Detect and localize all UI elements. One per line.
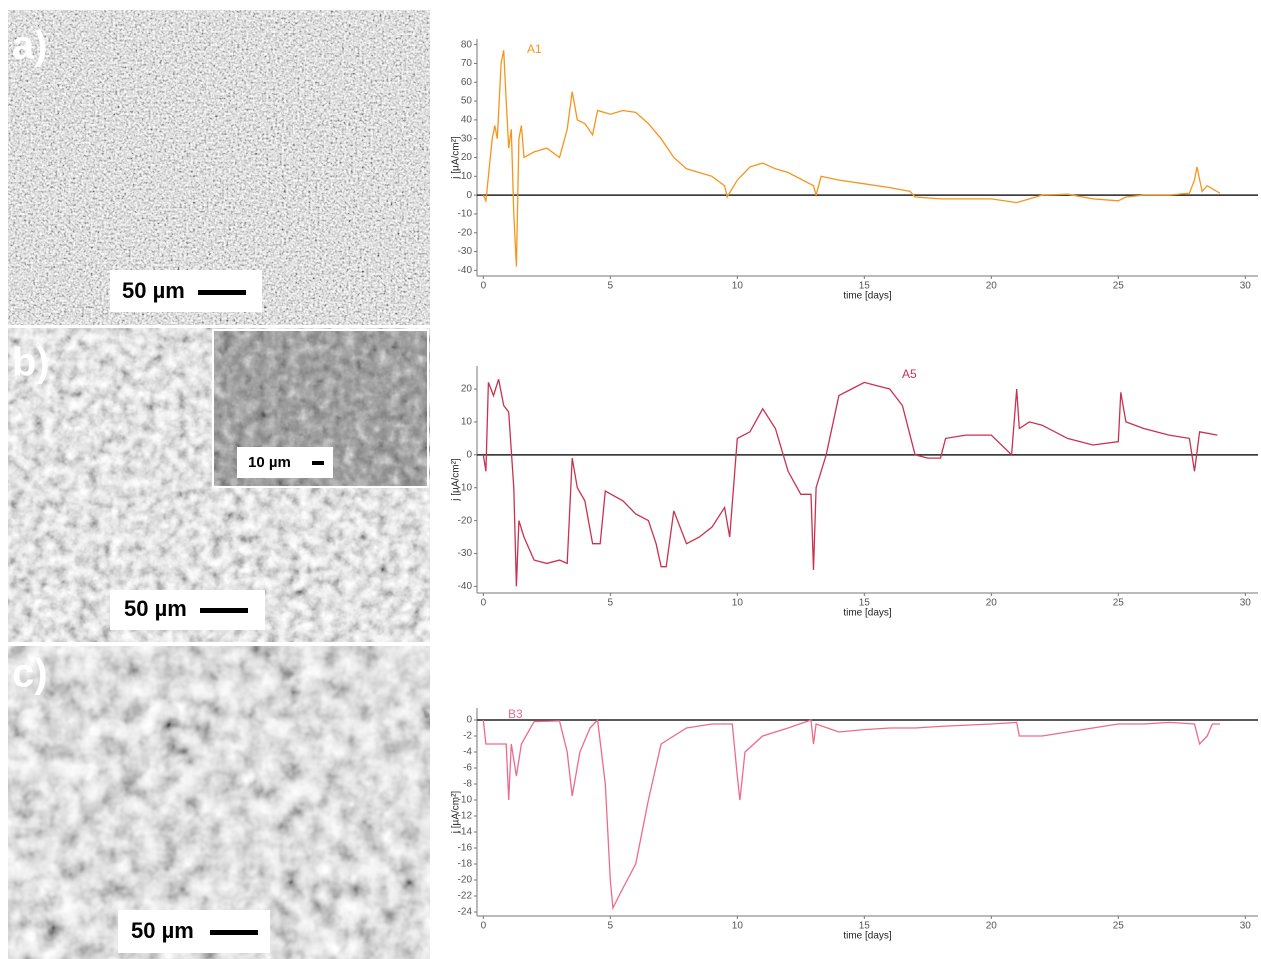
x-tick-label: 30 xyxy=(1240,921,1252,932)
scale-bar xyxy=(312,461,324,465)
y-tick-label: 70 xyxy=(461,58,473,69)
x-tick-label: 5 xyxy=(608,921,614,932)
x-tick-label: 20 xyxy=(986,921,998,932)
x-tick-label: 30 xyxy=(1240,598,1252,609)
y-tick-label: -8 xyxy=(463,779,472,790)
y-tick-label: -20 xyxy=(458,515,473,526)
x-tick-label: 0 xyxy=(481,921,487,932)
series-label: B3 xyxy=(508,707,523,721)
figure: a) b) c) 50 µm 50 µm 10 µm 50 µm -40-30-… xyxy=(0,0,1261,959)
panel-label: b) xyxy=(12,341,50,385)
x-axis-label: time [days] xyxy=(843,931,892,942)
y-tick-label: -40 xyxy=(458,581,473,592)
x-tick-label: 0 xyxy=(481,598,487,609)
y-tick-label: -18 xyxy=(458,859,473,870)
y-tick-label: 30 xyxy=(461,133,473,144)
y-axis-label: j [µA/cm²] xyxy=(451,791,462,835)
series-label: A5 xyxy=(902,367,917,381)
y-tick-label: -10 xyxy=(458,209,473,220)
series-label: A1 xyxy=(527,42,542,56)
scale-bar xyxy=(198,290,246,295)
x-axis-label: time [days] xyxy=(843,291,892,302)
y-tick-label: -2 xyxy=(463,731,472,742)
y-tick-label: -20 xyxy=(458,875,473,886)
x-tick-label: 20 xyxy=(986,598,998,609)
x-tick-label: 30 xyxy=(1240,281,1252,292)
y-tick-label: 40 xyxy=(461,115,473,126)
x-tick-label: 25 xyxy=(1113,598,1125,609)
data-line xyxy=(483,50,1220,266)
y-tick-label: 50 xyxy=(461,96,473,107)
x-axis-label: time [days] xyxy=(843,608,892,619)
panel-label: a) xyxy=(12,24,48,68)
x-tick-label: 20 xyxy=(986,281,998,292)
x-tick-label: 25 xyxy=(1113,921,1125,932)
x-tick-label: 10 xyxy=(732,281,744,292)
y-tick-label: 10 xyxy=(461,417,473,428)
y-tick-label: 20 xyxy=(461,384,473,395)
x-tick-label: 25 xyxy=(1113,281,1125,292)
y-tick-label: -30 xyxy=(458,246,473,257)
y-axis-label: j [µA/cm²] xyxy=(451,458,462,502)
y-tick-label: 0 xyxy=(466,190,472,201)
y-tick-label: -40 xyxy=(458,265,473,276)
y-tick-label: 10 xyxy=(461,171,473,182)
y-tick-label: -20 xyxy=(458,227,473,238)
scale-bar xyxy=(210,930,258,935)
y-tick-label: 20 xyxy=(461,152,473,163)
x-tick-label: 5 xyxy=(608,281,614,292)
x-tick-label: 10 xyxy=(732,921,744,932)
inset-scale-bar-label: 10 µm xyxy=(248,454,291,471)
x-tick-label: 0 xyxy=(481,281,487,292)
y-tick-label: -16 xyxy=(458,843,473,854)
y-tick-label: -24 xyxy=(458,907,473,918)
y-tick-label: -6 xyxy=(463,763,472,774)
scale-bar-label: 50 µm xyxy=(131,918,194,943)
y-tick-label: 80 xyxy=(461,39,473,50)
scale-bar xyxy=(200,608,248,613)
y-tick-label: 0 xyxy=(466,449,472,460)
scale-bar-label: 50 µm xyxy=(122,278,185,303)
scale-bar-label: 50 µm xyxy=(124,596,187,621)
y-tick-label: -22 xyxy=(458,891,473,902)
data-line xyxy=(483,379,1217,586)
data-line xyxy=(483,720,1220,908)
x-tick-label: 10 xyxy=(732,598,744,609)
y-tick-label: 0 xyxy=(466,715,472,726)
y-tick-label: 60 xyxy=(461,77,473,88)
panel-label: c) xyxy=(12,652,48,696)
y-axis-label: j [µA/cm²] xyxy=(451,136,462,180)
y-tick-label: -30 xyxy=(458,548,473,559)
x-tick-label: 5 xyxy=(608,598,614,609)
y-tick-label: -4 xyxy=(463,747,472,758)
